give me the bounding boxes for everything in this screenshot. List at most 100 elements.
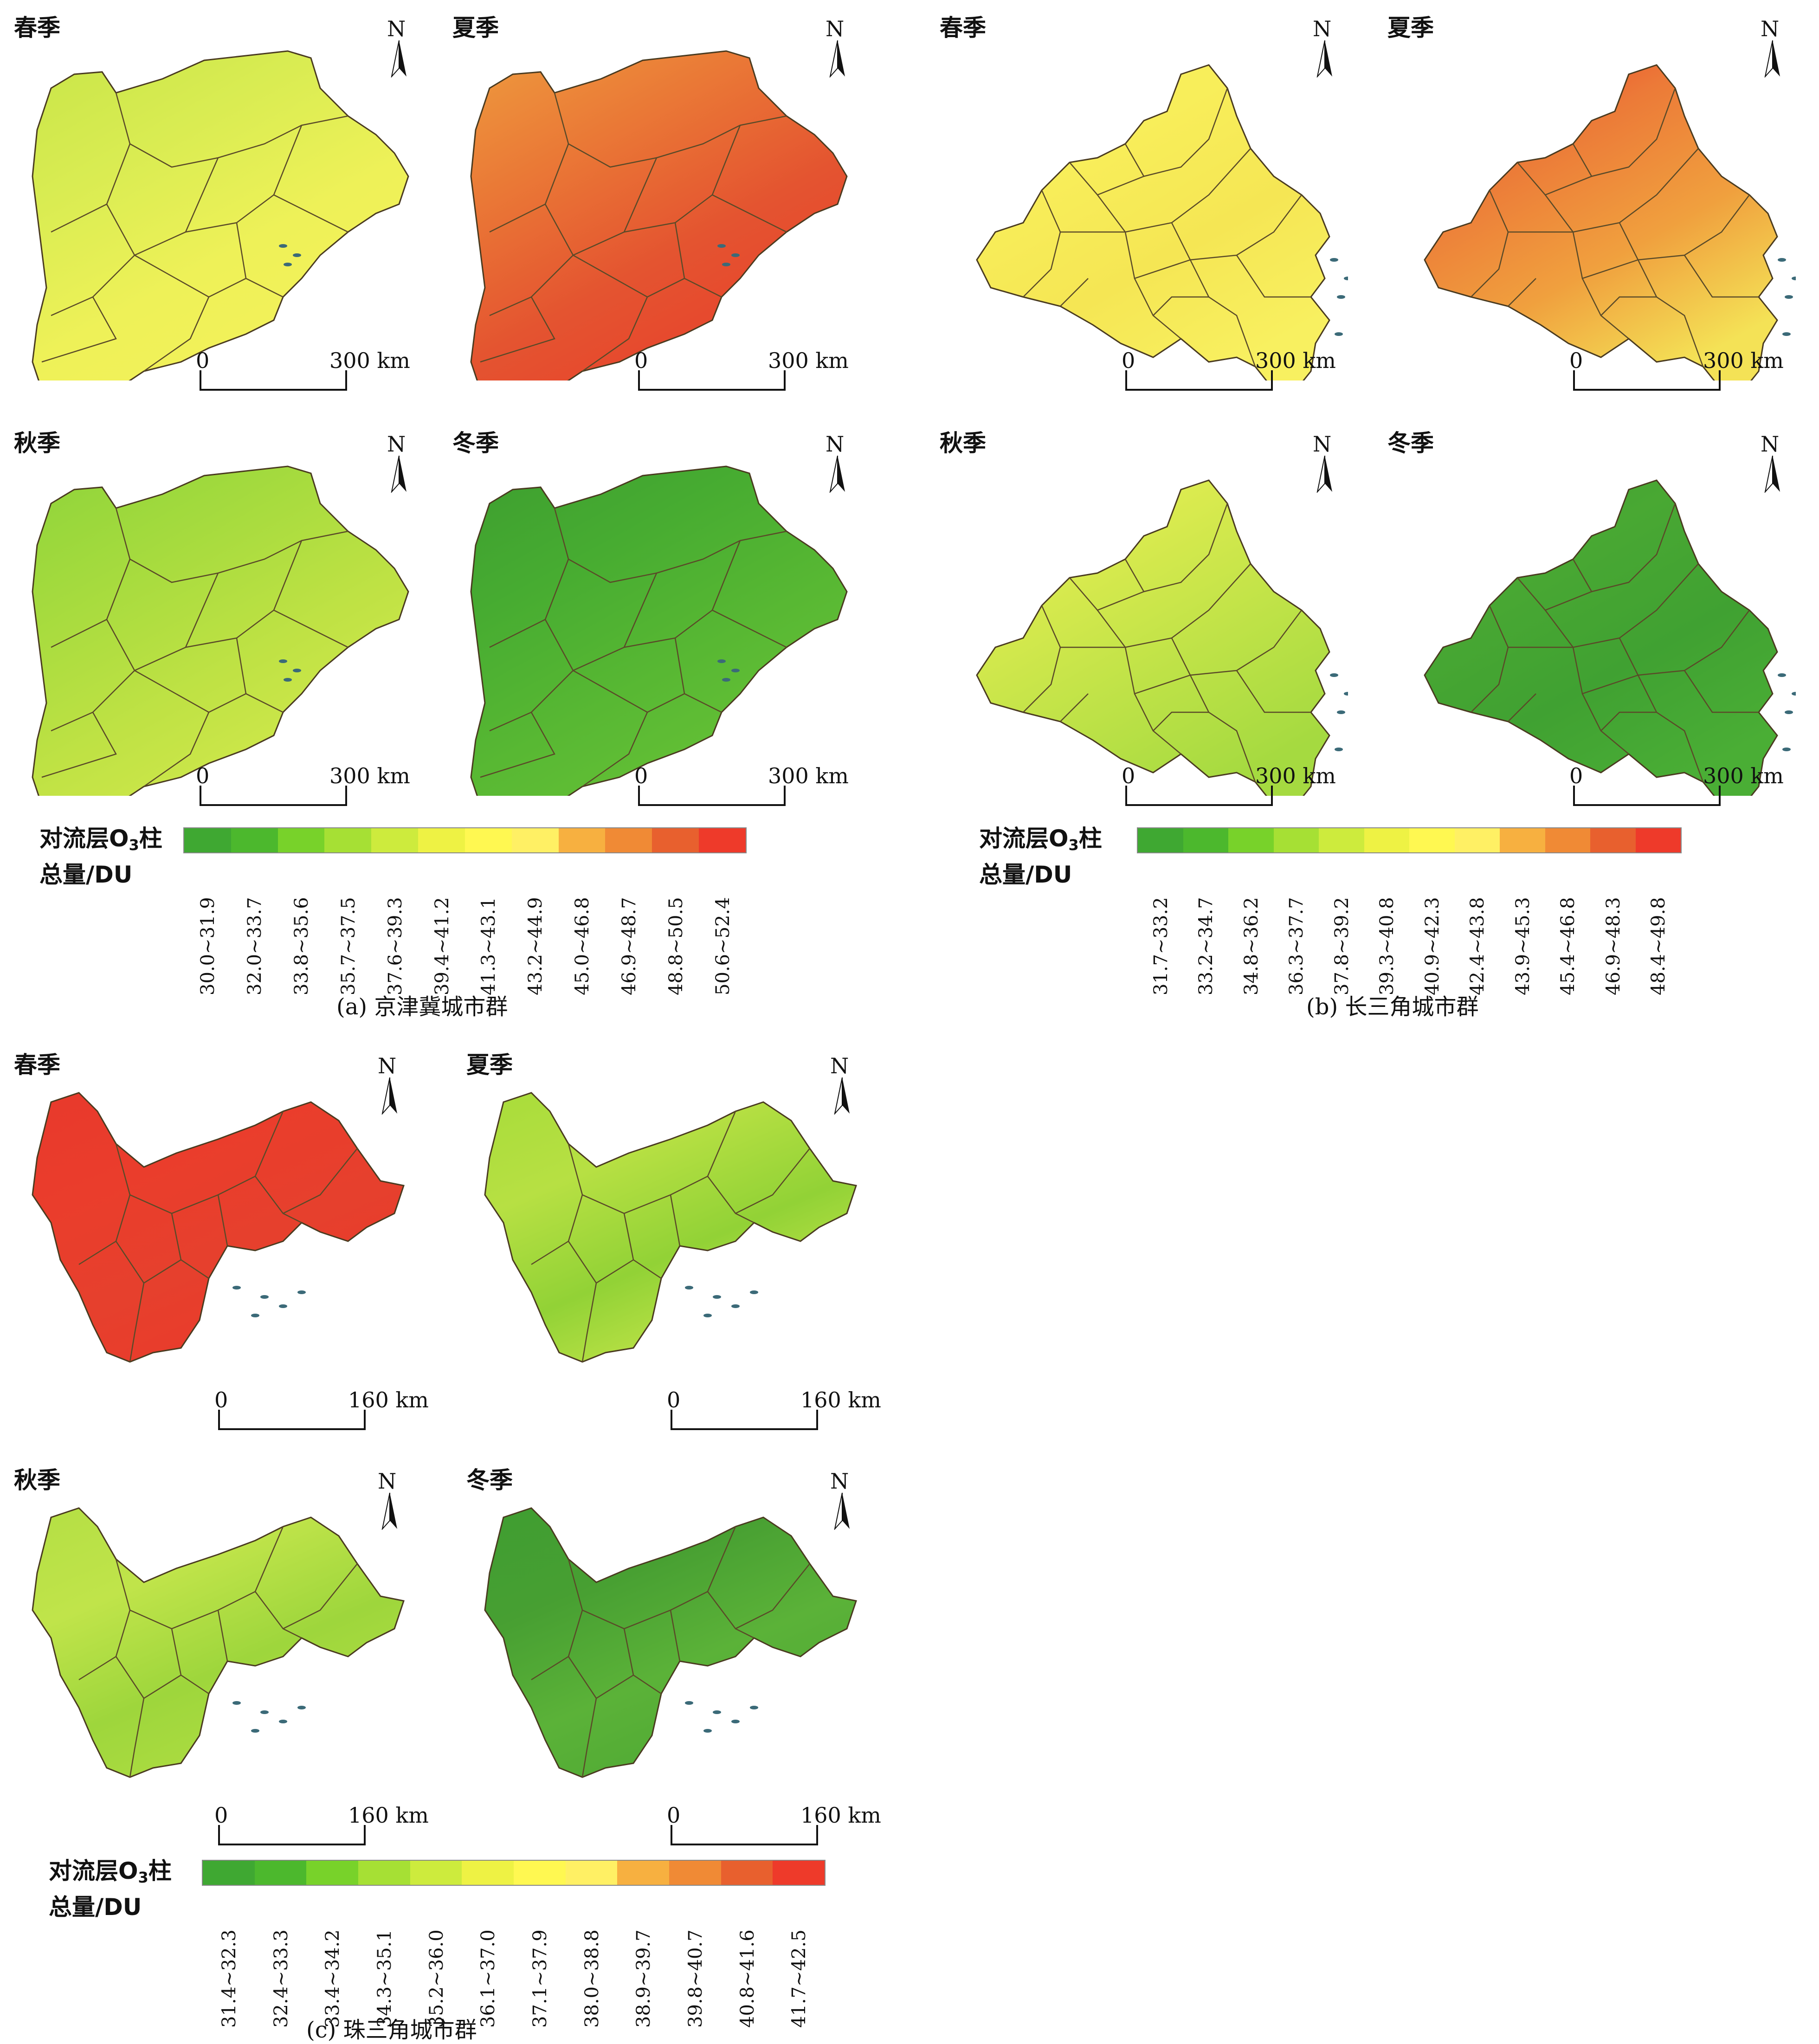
admin-boundary: [1060, 278, 1089, 307]
admin-boundary: [531, 1559, 583, 1681]
admin-boundary: [712, 194, 787, 233]
panel-b-autumn: 秋季 N 0 300 km: [940, 425, 1385, 824]
scale-end-label: 300 km: [768, 348, 849, 373]
legend-color-bar: [183, 827, 747, 853]
legend-swatch: [277, 828, 325, 852]
legend-swatch: [1409, 828, 1455, 852]
admin-boundary: [134, 222, 247, 298]
legend-bin-label: 31.7~33.2: [1150, 897, 1172, 995]
island: [1344, 277, 1348, 280]
scale-bar-line: [1125, 370, 1273, 391]
legend-bin-label: 48.4~49.8: [1648, 897, 1670, 995]
admin-boundary: [1189, 259, 1256, 367]
legend-bin-label: 38.9~39.7: [633, 1929, 655, 2028]
legend-bin-label: 42.4~43.8: [1467, 897, 1489, 995]
legend-bin-label: 36.1~37.0: [477, 1929, 499, 2028]
legend-bin-label: 43.2~44.9: [525, 897, 547, 995]
legend-swatch: [1500, 828, 1545, 852]
panel-a-summer: 夏季 N 0 300 km: [452, 9, 898, 408]
island: [1785, 710, 1793, 714]
north-arrow-icon: N: [1754, 16, 1791, 86]
admin-boundary: [582, 712, 648, 787]
caption-a: (a) 京津冀城市群: [336, 994, 508, 1020]
season-label: 冬季: [1387, 430, 1434, 457]
region-map: [484, 1507, 857, 1778]
scale-zero-label: 0: [1569, 763, 1583, 788]
admin-boundary: [1471, 232, 1509, 297]
admin-boundary: [573, 638, 685, 713]
season-label: 春季: [940, 14, 986, 41]
legend-swatch: [358, 1861, 410, 1885]
panel-b-spring: 春季 N 0 300 km: [940, 9, 1385, 408]
admin-boundary: [134, 638, 247, 713]
island: [1782, 332, 1791, 336]
legend-swatch: [699, 828, 746, 852]
admin-boundary: [480, 297, 555, 363]
admin-boundary: [1508, 693, 1536, 722]
legend-bin-label: 33.2~34.7: [1195, 897, 1217, 995]
island: [1335, 748, 1343, 751]
admin-boundary: [1236, 255, 1311, 298]
admin-boundary: [684, 277, 722, 298]
legend-title-line1: 对流层O3柱: [39, 825, 162, 854]
admin-boundary: [581, 1698, 597, 1778]
season-label: 秋季: [14, 1467, 60, 1494]
admin-boundary: [129, 1283, 145, 1362]
legend-bin-label: 37.8~39.2: [1331, 897, 1353, 995]
island: [1337, 710, 1345, 714]
admin-boundary: [1153, 296, 1209, 316]
island: [685, 1286, 693, 1290]
region-outline: [976, 64, 1330, 380]
admin-boundary: [51, 203, 107, 233]
legend-bin-label: 35.7~37.5: [337, 897, 359, 995]
admin-boundary: [245, 277, 284, 298]
season-label: 夏季: [466, 1051, 513, 1078]
admin-boundary: [489, 619, 546, 648]
admin-boundary: [684, 693, 722, 713]
region-outline: [32, 50, 409, 380]
north-arrow-icon: N: [824, 1053, 861, 1123]
admin-boundary: [1236, 670, 1311, 713]
north-arrow-icon: N: [371, 1053, 408, 1123]
admin-boundary: [283, 1148, 358, 1214]
scale-end-label: 300 km: [329, 763, 410, 788]
panel-c-summer: 夏季 N 0 160 km: [466, 1046, 912, 1445]
legend-bin-label: 33.8~35.6: [291, 897, 313, 995]
scale-bar: 0 300 km: [634, 348, 875, 399]
island: [703, 1314, 712, 1317]
legend-swatch: [721, 1861, 773, 1885]
north-arrow-icon: N: [1306, 432, 1343, 501]
region-map: [484, 1092, 857, 1363]
scale-zero-label: 0: [214, 1803, 228, 1828]
legend-c: 对流层O3柱 总量/DU 31.4~32.3 32.4~33.3 33.4~34.2 34…: [49, 1856, 838, 2028]
admin-boundary: [735, 1563, 810, 1630]
scale-bar-line: [638, 786, 786, 806]
legend-bin-label: 39.8~40.7: [684, 1929, 706, 2028]
legend-swatch: [565, 1861, 618, 1885]
region-map: [470, 50, 848, 380]
scale-zero-label: 0: [634, 763, 648, 788]
region-map: [32, 1507, 405, 1778]
island: [1792, 692, 1796, 696]
island: [279, 1720, 287, 1723]
admin-boundary: [1471, 647, 1509, 713]
admin-boundary: [217, 1610, 228, 1662]
legend-bin-label: 40.8~41.6: [736, 1929, 758, 2028]
legend-swatch: [410, 1861, 462, 1885]
north-arrow-icon: N: [381, 16, 418, 86]
scale-bar: 0 300 km: [1122, 763, 1362, 814]
scale-bar: 0 300 km: [634, 763, 875, 814]
north-label: N: [1761, 432, 1780, 457]
region-map: [976, 479, 1348, 796]
legend-swatch: [1138, 828, 1183, 852]
island: [713, 1710, 721, 1714]
island: [731, 1720, 740, 1723]
admin-boundary: [217, 1194, 228, 1246]
admin-boundary: [573, 222, 685, 298]
legend-bin-label: 46.9~48.3: [1602, 897, 1624, 995]
scale-zero-label: 0: [634, 348, 648, 373]
legend-swatch: [418, 828, 465, 852]
scale-end-label: 160 km: [348, 1387, 429, 1412]
admin-boundary: [143, 297, 210, 372]
legend-title-line2: 总量/DU: [979, 861, 1072, 888]
